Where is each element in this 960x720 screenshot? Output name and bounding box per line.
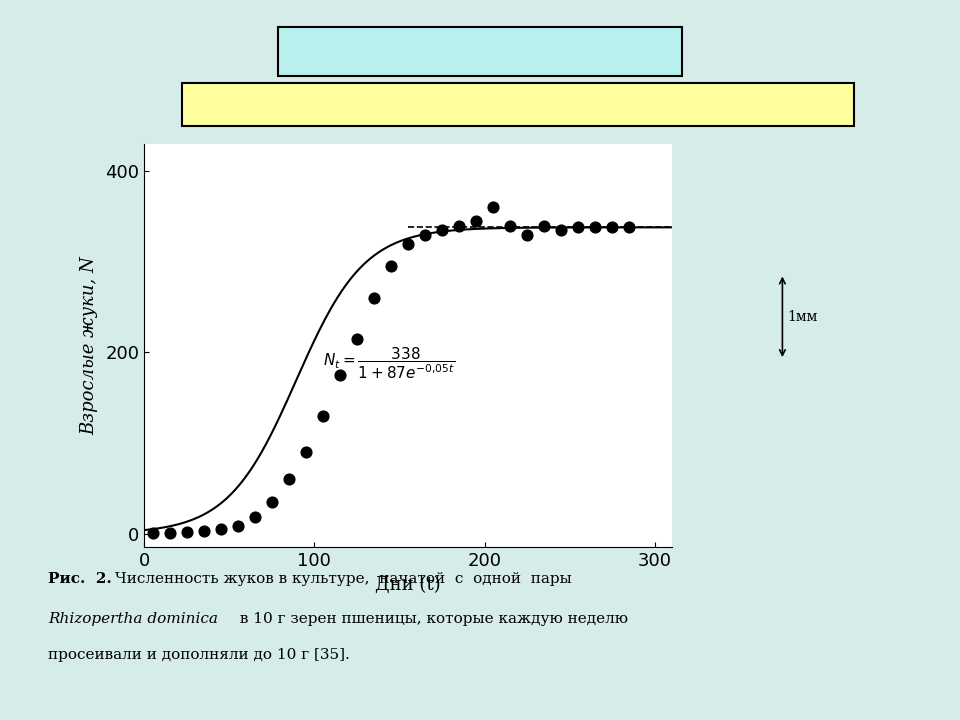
Point [468, 215, 484, 227]
Point [332, 369, 348, 381]
Text: $N_t = \dfrac{338}{1 + 87e^{-0{,}05t}}$: $N_t = \dfrac{338}{1 + 87e^{-0{,}05t}}$ [323, 345, 455, 381]
Point [213, 523, 228, 535]
Point [349, 333, 365, 345]
Y-axis label: Взрослые жуки, N: Взрослые жуки, N [81, 256, 98, 435]
Point [230, 521, 246, 532]
Point [264, 496, 279, 508]
Point [179, 526, 194, 538]
Point [299, 446, 314, 458]
Point [605, 222, 620, 233]
Point [570, 222, 586, 233]
Text: Численность жуков в культуре,  начатой  с  одной  пары: Численность жуков в культуре, начатой с … [110, 572, 572, 586]
Point [486, 202, 501, 213]
X-axis label: Дни (t): Дни (t) [375, 575, 441, 593]
FancyBboxPatch shape [278, 27, 682, 76]
Point [418, 229, 433, 240]
Point [281, 474, 297, 485]
Point [451, 220, 467, 231]
Point [622, 222, 637, 233]
FancyBboxPatch shape [182, 83, 854, 126]
Point [588, 222, 603, 233]
Point [519, 229, 535, 240]
Point [315, 410, 330, 422]
Text: Rhizopertha dominica: Rhizopertha dominica [48, 612, 218, 626]
Point [367, 292, 382, 304]
Point [145, 527, 160, 539]
Point [537, 220, 552, 231]
Point [502, 220, 517, 231]
Point [162, 527, 178, 539]
Point [247, 511, 262, 523]
Text: в 10 г зерен пшеницы, которые каждую неделю: в 10 г зерен пшеницы, которые каждую нед… [235, 612, 628, 626]
Point [383, 261, 398, 272]
Point [554, 225, 569, 236]
Point [196, 525, 211, 536]
Text: 1мм: 1мм [787, 310, 818, 324]
Text: Рис.  2.: Рис. 2. [48, 572, 111, 586]
Point [400, 238, 416, 249]
Text: просеивали и дополняли до 10 г [35].: просеивали и дополняли до 10 г [35]. [48, 648, 349, 662]
Point [434, 225, 449, 236]
